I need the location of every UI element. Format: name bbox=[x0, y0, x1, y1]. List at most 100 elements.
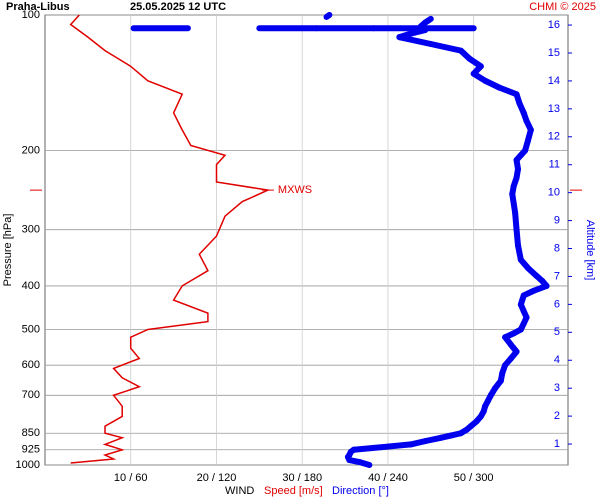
y2-tick-label: 14 bbox=[548, 75, 560, 87]
annotation: MXWS bbox=[278, 184, 312, 196]
y2-tick-label: 2 bbox=[554, 410, 560, 422]
direction-point bbox=[499, 370, 505, 376]
direction-point bbox=[521, 292, 527, 298]
direction-point bbox=[416, 25, 422, 31]
y2-tick-label: 1 bbox=[554, 438, 560, 450]
direction-point bbox=[518, 257, 524, 263]
direction-point bbox=[492, 385, 498, 391]
direction-point bbox=[464, 427, 470, 433]
direction-point bbox=[539, 278, 545, 284]
direction-point bbox=[509, 191, 515, 197]
y-tick-label: 200 bbox=[22, 144, 40, 156]
direction-point bbox=[466, 56, 472, 62]
direction-point bbox=[468, 423, 474, 429]
y2-axis-label: Altitude [km] bbox=[584, 220, 596, 281]
y2-tick-label: 7 bbox=[554, 270, 560, 282]
direction-point bbox=[185, 25, 191, 31]
direction-point bbox=[422, 27, 428, 33]
direction-point bbox=[502, 334, 508, 340]
direction-point bbox=[428, 16, 434, 22]
direction-point bbox=[471, 71, 477, 77]
direction-point bbox=[385, 444, 391, 450]
direction-point bbox=[514, 349, 520, 355]
direction-segment bbox=[350, 443, 391, 453]
direction-point bbox=[508, 342, 514, 348]
direction-point bbox=[518, 327, 524, 333]
chart-title: Praha-Libus bbox=[6, 1, 70, 13]
direction-point bbox=[511, 183, 517, 189]
y-tick-label: 300 bbox=[22, 224, 40, 236]
direction-point bbox=[256, 25, 262, 31]
direction-point bbox=[524, 118, 530, 124]
direction-point bbox=[478, 63, 484, 69]
y2-tick-label: 9 bbox=[554, 214, 560, 226]
x-tick-label: 10 / 60 bbox=[114, 472, 148, 484]
y-tick-label: 925 bbox=[22, 444, 40, 456]
direction-segment bbox=[384, 441, 414, 450]
direction-point bbox=[514, 227, 520, 233]
direction-point bbox=[511, 330, 517, 336]
direction-point bbox=[422, 438, 428, 444]
chart-subtitle: 25.05.2025 12 UTC bbox=[130, 1, 226, 13]
direction-point bbox=[525, 137, 531, 143]
direction-point bbox=[515, 166, 521, 172]
direction-point bbox=[525, 265, 531, 271]
direction-point bbox=[508, 356, 514, 362]
y2-tick-label: 5 bbox=[554, 326, 560, 338]
direction-point bbox=[408, 441, 414, 447]
y-tick-label: 600 bbox=[22, 359, 40, 371]
y2-tick-label: 4 bbox=[554, 354, 560, 366]
direction-point bbox=[396, 34, 402, 40]
y-tick-label: 700 bbox=[22, 389, 40, 401]
y2-tick-label: 11 bbox=[549, 159, 560, 171]
direction-point bbox=[356, 459, 362, 465]
x-tick-label: 30 / 180 bbox=[282, 472, 322, 484]
direction-point bbox=[428, 41, 434, 47]
legend-entry: Direction [°] bbox=[332, 485, 389, 497]
direction-point bbox=[488, 392, 494, 398]
direction-point bbox=[519, 297, 525, 303]
direction-point bbox=[478, 413, 484, 419]
x-tick-label: 40 / 240 bbox=[368, 472, 408, 484]
direction-point bbox=[521, 321, 527, 327]
direction-point bbox=[522, 147, 528, 153]
direction-point bbox=[474, 418, 480, 424]
direction-point bbox=[326, 12, 332, 18]
y-tick-label: 400 bbox=[22, 280, 40, 292]
direction-point bbox=[502, 362, 508, 368]
direction-segment bbox=[509, 191, 519, 216]
y-tick-label: 1000 bbox=[16, 459, 40, 471]
direction-point bbox=[534, 273, 540, 279]
direction-point bbox=[371, 25, 377, 31]
y2-tick-label: 15 bbox=[548, 47, 560, 59]
direction-point bbox=[514, 157, 520, 163]
direction-point bbox=[496, 85, 502, 91]
direction-point bbox=[471, 25, 477, 31]
direction-point bbox=[544, 283, 550, 289]
direction-point bbox=[438, 435, 444, 441]
x-tick-label: 50 / 300 bbox=[454, 472, 494, 484]
y2-tick-label: 6 bbox=[554, 298, 560, 310]
direction-point bbox=[131, 25, 137, 31]
direction-point bbox=[448, 433, 454, 439]
direction-point bbox=[481, 408, 487, 414]
direction-point bbox=[514, 175, 520, 181]
direction-point bbox=[515, 242, 521, 248]
direction-point bbox=[314, 25, 320, 31]
x-axis-label: WIND bbox=[225, 485, 254, 497]
direction-point bbox=[458, 48, 464, 54]
x-tick-label: 20 / 120 bbox=[197, 472, 237, 484]
y-tick-label: 500 bbox=[22, 323, 40, 335]
direction-point bbox=[521, 110, 527, 116]
y2-tick-label: 8 bbox=[554, 242, 560, 254]
direction-point bbox=[516, 100, 522, 106]
direction-point bbox=[408, 31, 414, 37]
direction-point bbox=[518, 302, 524, 308]
direction-point bbox=[521, 308, 527, 314]
direction-segment bbox=[427, 41, 464, 54]
direction-point bbox=[524, 314, 530, 320]
y-tick-label: 100 bbox=[22, 9, 40, 21]
y-tick-label: 850 bbox=[22, 427, 40, 439]
direction-point bbox=[458, 430, 464, 436]
